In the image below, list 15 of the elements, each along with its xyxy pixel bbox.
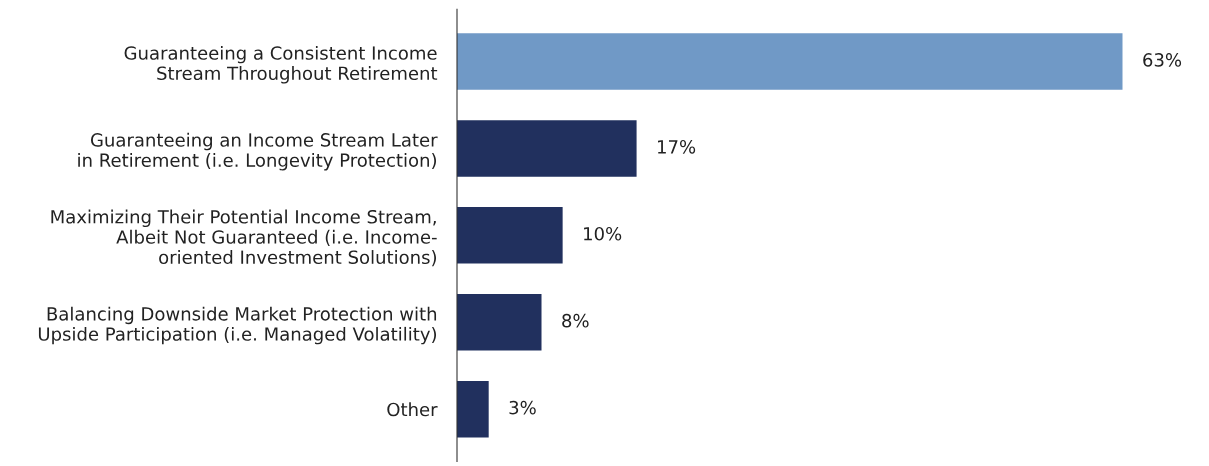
bar: [457, 380, 489, 438]
y-tick-label: Guaranteeing a Consistent Income Stream Throughout Retirement: [124, 45, 438, 84]
bar: [457, 33, 1123, 90]
y-tick-label: Guaranteeing an Income Stream Later in Retirement (i.e. Longevity Protection): [78, 132, 438, 171]
bar: [457, 294, 542, 351]
y-tick-label: Maximizing Their Potential Income Stream, Albeit Not Guaranteed (i.e. Income- oriented Investment Solutions): [51, 209, 437, 267]
data-label: 3%: [509, 400, 536, 415]
y-tick-label: Other: [387, 402, 438, 417]
data-label: 8%: [562, 313, 589, 328]
data-label: 10%: [584, 226, 622, 241]
data-label: 63%: [1143, 53, 1182, 67]
y-tick-label: Balancing Downside Market Protection with Upside Participation (i.e. Managed Volatility): [38, 306, 437, 345]
bar: [457, 207, 563, 264]
data-label: 17%: [658, 139, 696, 154]
bar: [457, 120, 637, 177]
